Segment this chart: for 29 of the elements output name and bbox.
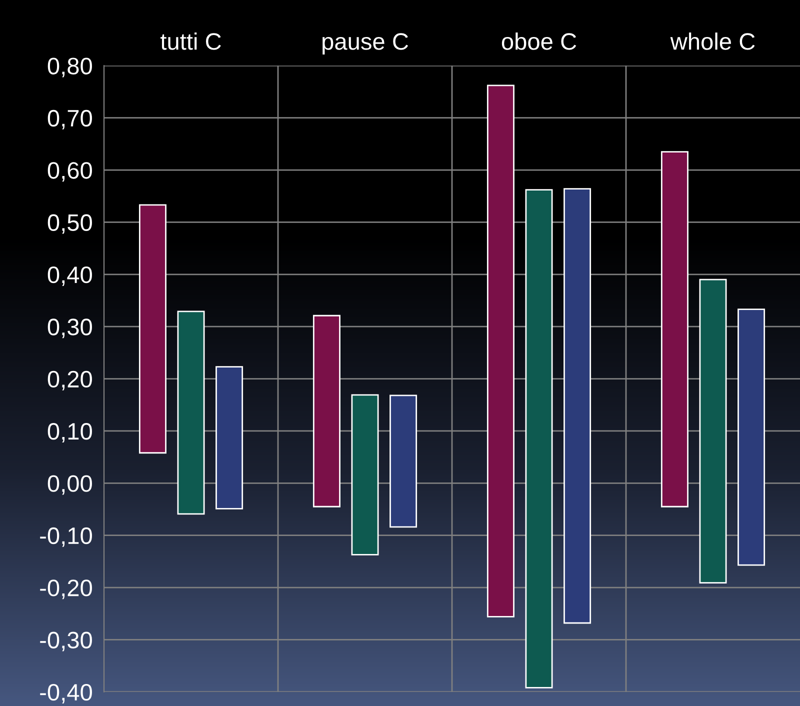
bar [312, 314, 340, 508]
x-tick-label: whole C [670, 32, 755, 50]
y-tick-label: 0,80 [48, 58, 92, 78]
bar [660, 151, 688, 508]
x-tick-label: oboe C [502, 32, 576, 50]
y-tick-label: 0,10 [48, 423, 92, 443]
y-tick-label: 0,20 [48, 370, 92, 390]
bar [564, 188, 592, 624]
x-tick-label: tutti C [160, 32, 221, 50]
bar [177, 310, 205, 515]
bar [138, 204, 166, 454]
bar [351, 394, 379, 556]
y-tick-label: 0,50 [48, 214, 92, 234]
x-tick-label: pause C [322, 33, 408, 55]
bar [216, 366, 244, 510]
bar [738, 308, 766, 566]
y-tick-label: 0,30 [48, 318, 92, 338]
bar [525, 189, 553, 688]
y-tick-label: -0,20 [40, 580, 92, 600]
bar [486, 84, 514, 618]
y-tick-label: 0,00 [48, 475, 92, 495]
y-tick-label: 0,40 [48, 266, 92, 286]
bar [390, 394, 418, 528]
y-tick-label: 0,60 [48, 162, 92, 182]
y-tick-label: -0,10 [40, 527, 92, 547]
bar [699, 278, 727, 584]
y-tick-label: -0,40 [40, 684, 92, 704]
y-tick-label: -0,30 [40, 632, 92, 652]
y-tick-label: 0,70 [48, 110, 92, 130]
